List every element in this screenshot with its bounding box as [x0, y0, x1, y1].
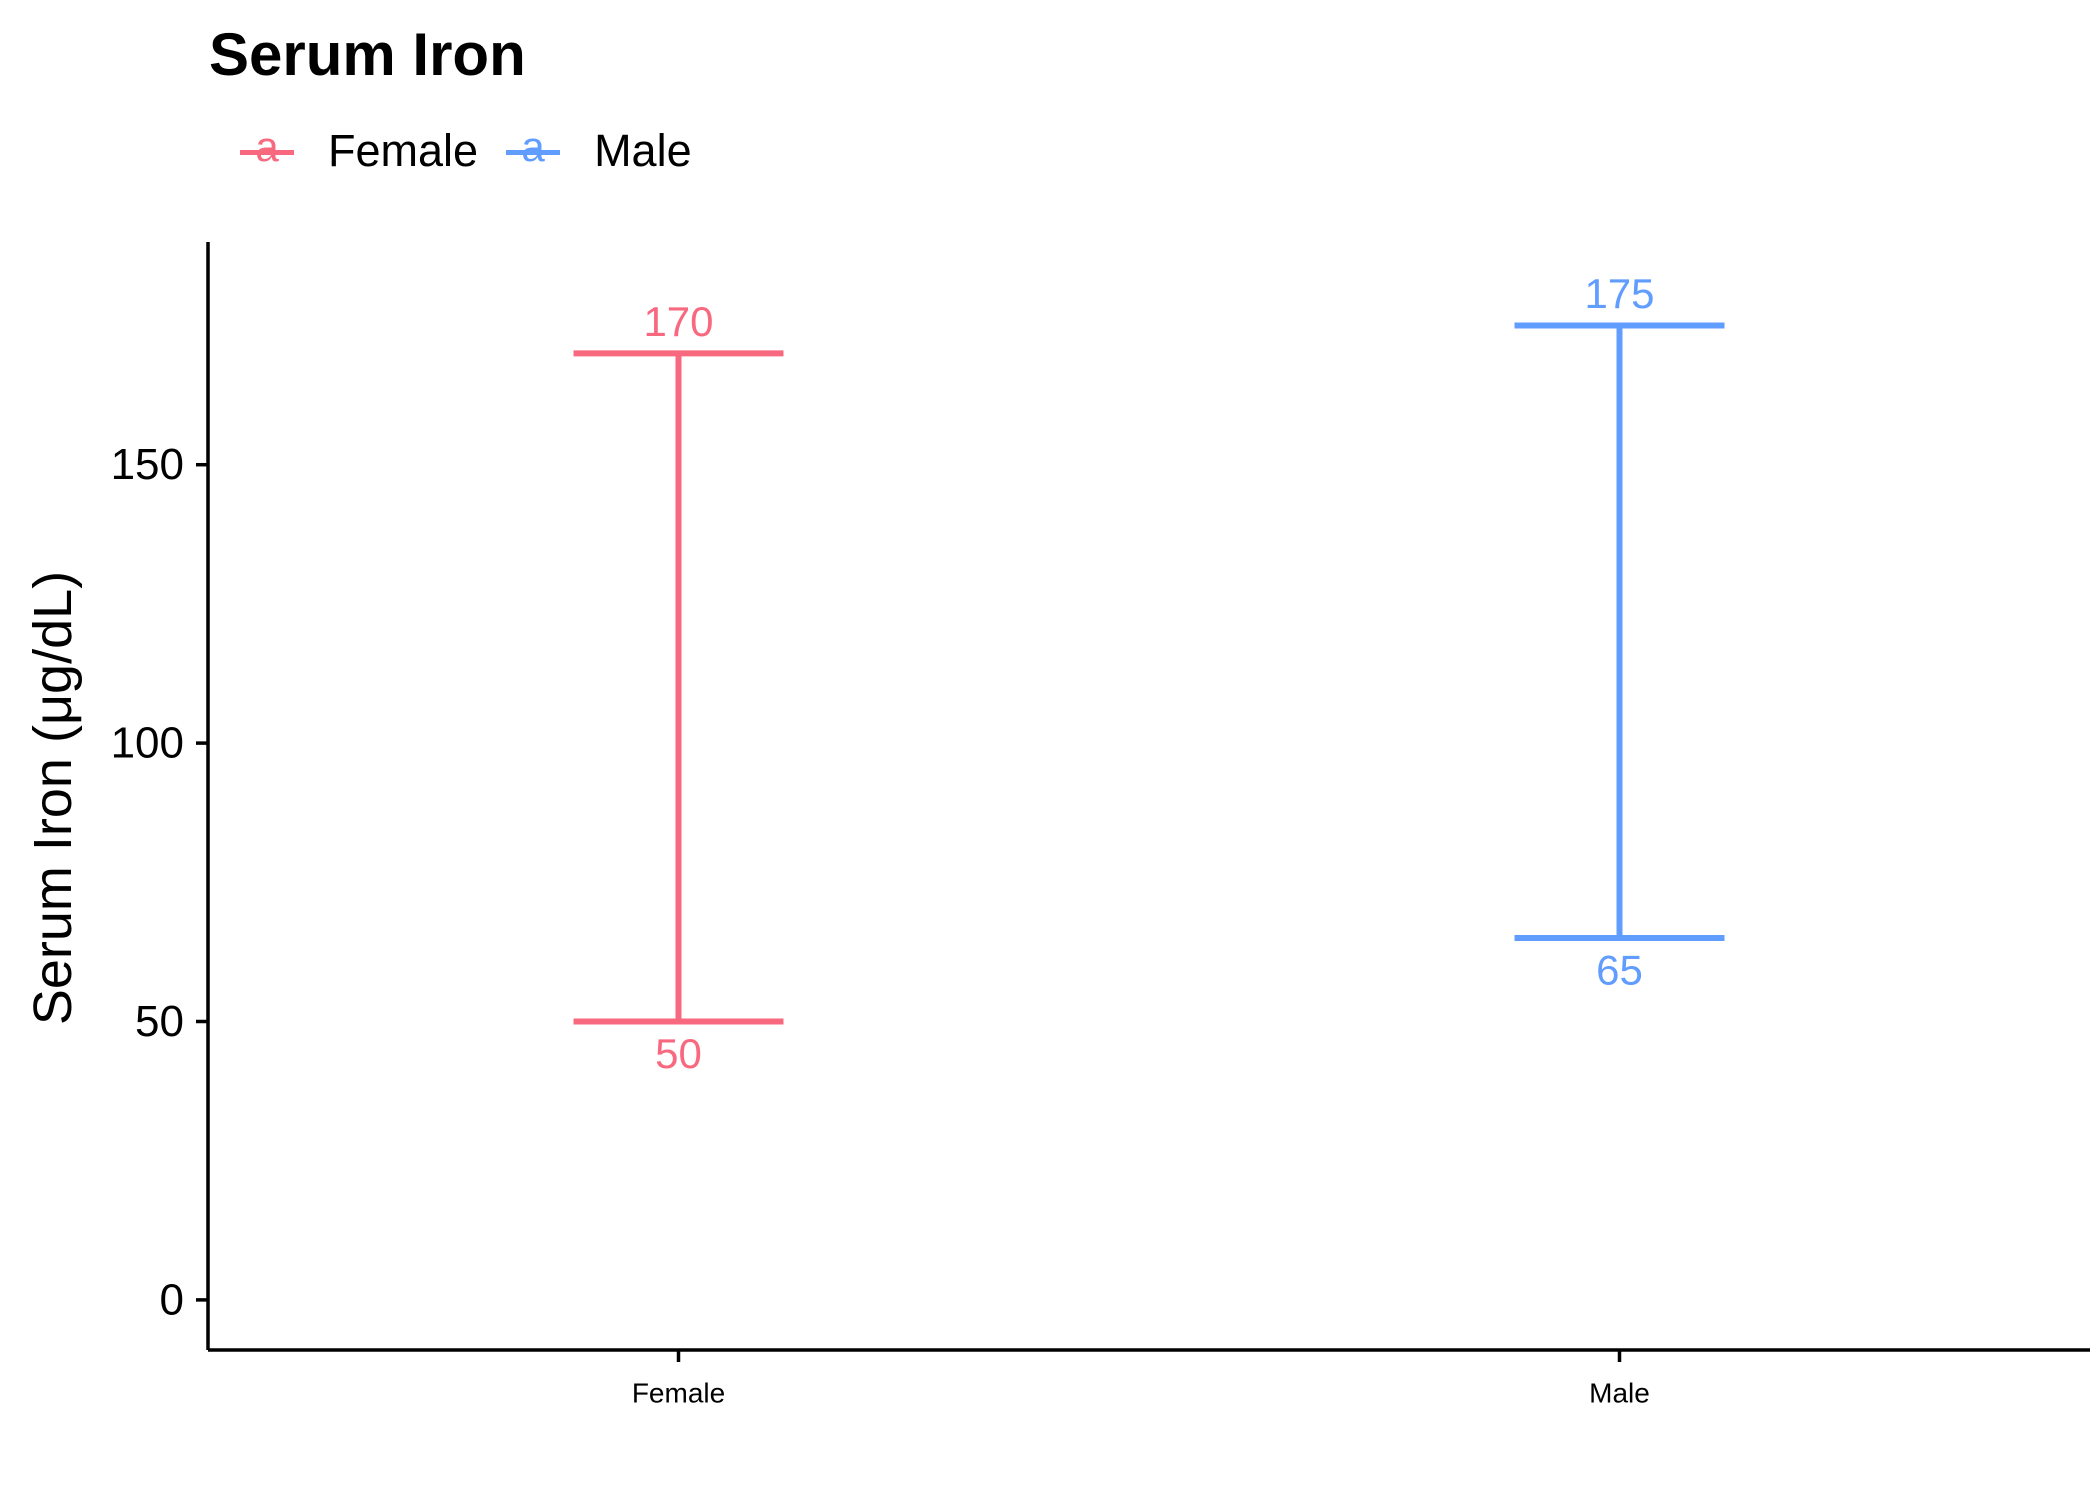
legend: a Female a Male	[240, 123, 720, 177]
chart-title: Serum Iron	[209, 21, 526, 88]
legend-glyph-male: a	[521, 123, 545, 170]
data-label-female-high: 170	[643, 298, 713, 345]
y-tick-label-100: 100	[111, 719, 184, 768]
y-tick-label-0: 0	[160, 1275, 184, 1324]
legend-label-female: Female	[328, 125, 479, 176]
legend-label-male: Male	[594, 125, 692, 176]
y-tick-label-150: 150	[111, 440, 184, 489]
data-label-female-low: 50	[655, 1030, 702, 1077]
data-label-male-low: 65	[1596, 946, 1643, 993]
x-tick-label-male: Male	[1589, 1378, 1650, 1409]
legend-glyph-female: a	[255, 123, 279, 170]
legend-item-male: a Male	[506, 123, 692, 177]
x-tick-label-female: Female	[632, 1378, 725, 1409]
data-label-male-high: 175	[1584, 270, 1654, 317]
y-tick-label-50: 50	[135, 997, 184, 1046]
legend-key-male: a	[506, 123, 561, 171]
legend-item-female: a Female	[240, 123, 479, 177]
legend-key-female: a	[240, 123, 294, 171]
